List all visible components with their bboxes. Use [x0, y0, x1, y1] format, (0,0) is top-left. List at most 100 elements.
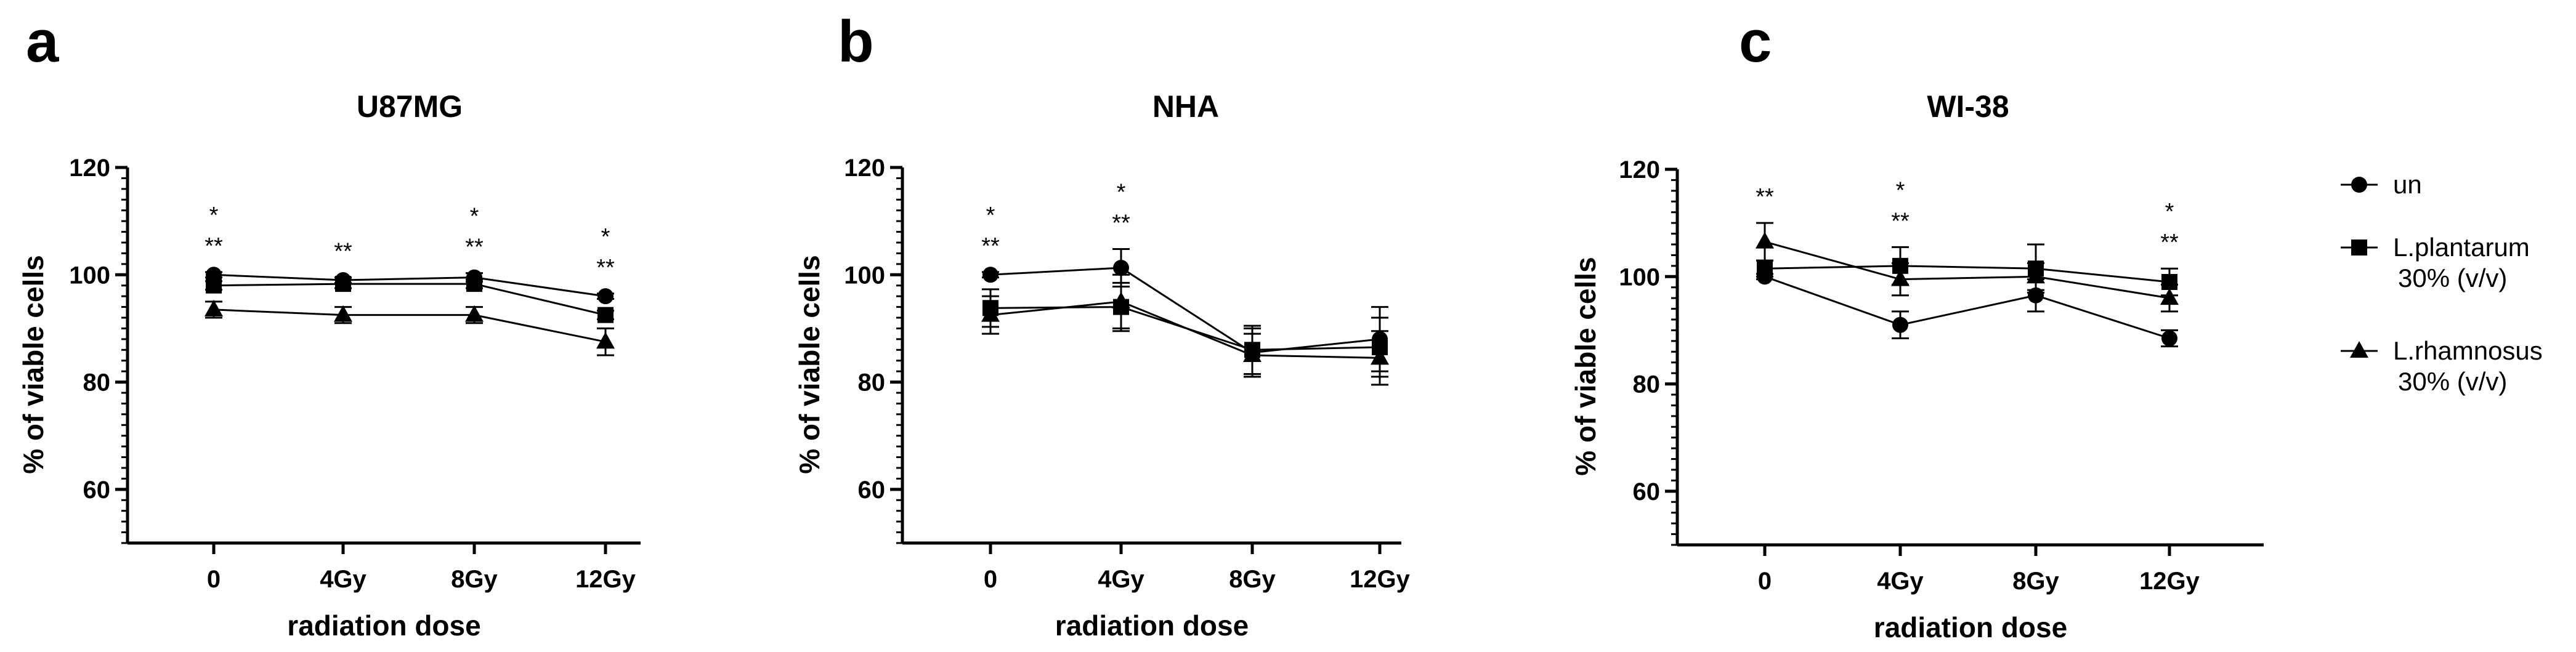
data-point — [1371, 348, 1389, 365]
significance-marker: ** — [981, 233, 1000, 259]
legend-marker — [2350, 341, 2368, 358]
data-point — [597, 307, 614, 323]
legend-marker — [2351, 177, 2367, 193]
chart-title: U87MG — [357, 89, 463, 124]
x-tick-label: 4Gy — [1098, 566, 1144, 593]
chart-title: NHA — [1152, 89, 1219, 124]
data-point — [465, 305, 484, 322]
y-tick-label: 100 — [844, 262, 885, 289]
chart-panel-b: b NHA 60 80 100 120 0 4Gy 8Gy 12Gy radiation dose%… — [793, 9, 1411, 642]
data-point — [1756, 231, 1774, 249]
x-tick-label: 0 — [207, 566, 221, 593]
x-tick-label: 12Gy — [575, 566, 636, 593]
y-tick-label: 60 — [1633, 478, 1661, 505]
significance-marker: * — [986, 203, 995, 228]
data-point — [2028, 287, 2044, 304]
y-axis-title: % of viable cells — [793, 255, 825, 473]
y-axis-title: % of viable cells — [1569, 257, 1602, 475]
y-tick-label: 100 — [1619, 264, 1660, 291]
data-point — [981, 305, 1000, 322]
significance-marker: * — [2165, 199, 2174, 225]
significance-marker: ** — [1112, 210, 1130, 236]
x-axis-title: radiation dose — [287, 610, 480, 642]
data-point — [2027, 267, 2045, 284]
significance-marker: ** — [465, 235, 484, 260]
chart-panel-c: c WI-38 60 80 100 120 0 4Gy 8Gy 12Gy radiation dos… — [1569, 9, 2264, 643]
x-axis-title: radiation dose — [1055, 610, 1249, 642]
significance-marker: ** — [1756, 184, 1774, 210]
data-point — [2161, 330, 2177, 347]
y-tick-label: 60 — [83, 477, 111, 504]
y-tick-label: 60 — [858, 477, 886, 504]
y-tick-label: 120 — [1619, 156, 1660, 183]
significance-marker: ** — [1891, 208, 1910, 234]
data-point — [596, 332, 615, 349]
series-circle — [1756, 268, 2178, 348]
series-line — [990, 267, 1380, 354]
series-line — [213, 308, 606, 343]
legend-label: 30% (v/v) — [2398, 264, 2507, 292]
significance-marker: ** — [596, 255, 615, 281]
y-tick-label: 80 — [1633, 371, 1661, 398]
data-point — [1891, 269, 1910, 286]
series-triangle — [205, 299, 615, 356]
panel-letter: a — [26, 9, 59, 74]
significance-marker: ** — [334, 239, 352, 265]
significance-marker: ** — [2160, 230, 2179, 256]
legend-marker — [2351, 239, 2367, 256]
significance-marker: * — [1896, 177, 1905, 203]
data-point — [335, 276, 351, 292]
x-tick-label: 8Gy — [2012, 568, 2059, 595]
data-point — [2160, 288, 2179, 305]
chart-panel-a: a U87MG 60 80 100 120 0 4Gy 8Gy 12Gy radiation dos… — [17, 9, 641, 642]
x-tick-label: 12Gy — [2139, 568, 2200, 595]
y-tick-label: 100 — [69, 262, 110, 289]
legend-label: 30% (v/v) — [2398, 367, 2507, 396]
series-line — [1764, 265, 2170, 283]
data-point — [982, 267, 998, 283]
data-point — [334, 305, 352, 322]
x-tick-label: 0 — [984, 566, 997, 593]
chart-title: WI-38 — [1927, 89, 2009, 124]
x-tick-label: 8Gy — [1229, 566, 1276, 593]
data-point — [1757, 260, 1773, 277]
x-tick-label: 12Gy — [1350, 566, 1411, 593]
significance-marker: * — [1117, 179, 1126, 205]
x-axis-title: radiation dose — [1874, 611, 2067, 643]
series-line — [1764, 275, 2170, 339]
y-tick-label: 80 — [83, 369, 111, 396]
y-tick-label: 120 — [844, 155, 885, 182]
data-point — [205, 299, 223, 316]
series-line — [213, 283, 606, 316]
significance-marker: ** — [205, 233, 223, 259]
data-point — [597, 288, 614, 305]
x-tick-label: 4Gy — [320, 566, 367, 593]
series-square — [205, 276, 614, 323]
legend-label: un — [2393, 170, 2422, 199]
x-tick-label: 4Gy — [1877, 568, 1924, 595]
series-line — [990, 300, 1380, 359]
series-line — [213, 273, 606, 297]
data-point — [1243, 345, 1262, 362]
data-point — [1892, 316, 1908, 333]
series-triangle — [1756, 222, 2179, 313]
panel-letter: c — [1739, 9, 1772, 74]
x-tick-label: 0 — [1758, 568, 1772, 595]
panel-letter: b — [838, 9, 874, 74]
data-point — [206, 277, 222, 294]
series-triangle — [981, 273, 1389, 386]
y-tick-label: 120 — [69, 155, 110, 182]
x-tick-label: 8Gy — [451, 566, 498, 593]
y-tick-label: 80 — [858, 369, 886, 396]
series-line — [1764, 241, 2170, 299]
series-square — [1756, 243, 2178, 297]
data-point — [1112, 291, 1130, 308]
legend-label: L.rhamnosus — [2393, 336, 2543, 365]
series-square — [982, 281, 1388, 378]
legend-label: L.plantarum — [2393, 233, 2530, 262]
significance-marker: * — [209, 203, 219, 228]
y-axis-title: % of viable cells — [17, 255, 49, 473]
significance-marker: * — [470, 204, 479, 230]
